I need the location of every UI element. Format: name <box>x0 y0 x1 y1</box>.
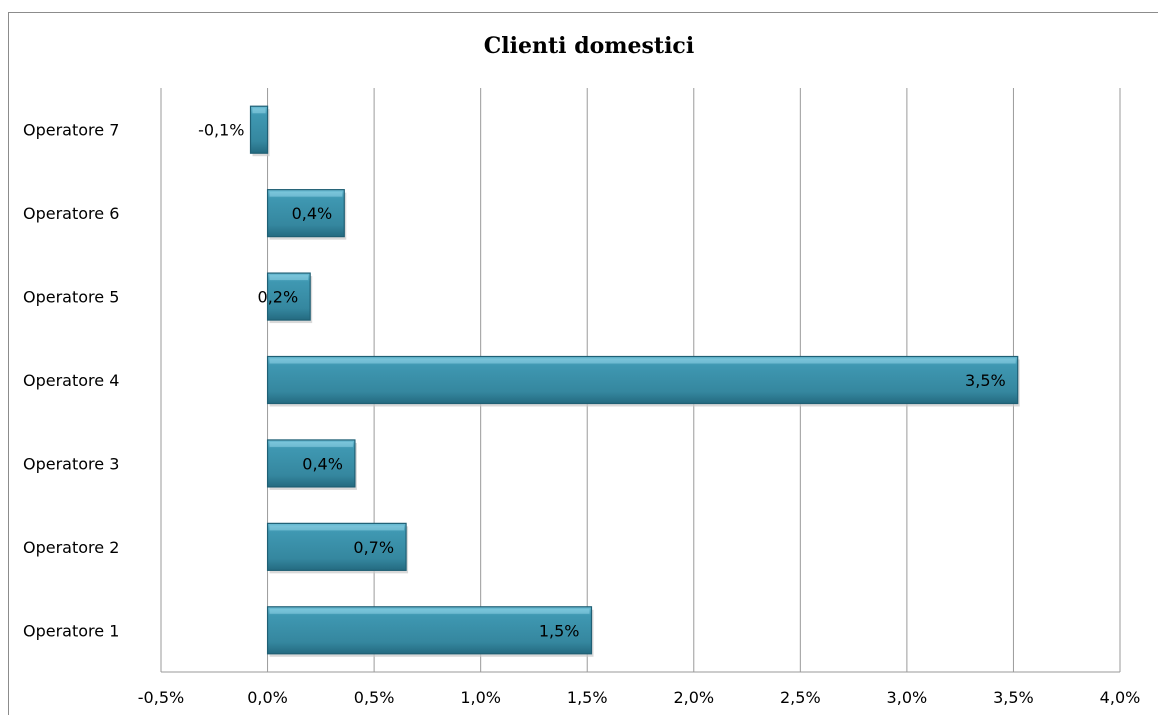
bar-highlight <box>269 525 405 531</box>
category-label: Operatore 2 <box>23 538 119 557</box>
bar <box>266 522 407 571</box>
bar-highlight <box>269 608 590 614</box>
bar-highlight <box>269 275 309 281</box>
bar-highlight <box>269 191 343 197</box>
category-label: Operatore 7 <box>23 121 119 140</box>
data-label: 0,7% <box>353 538 394 557</box>
x-tick-label: 2,5% <box>780 688 821 707</box>
data-label: 3,5% <box>965 371 1006 390</box>
data-label: 0,4% <box>302 454 343 473</box>
bar-highlight <box>252 108 266 114</box>
bar-highlight <box>269 441 353 447</box>
data-label: -0,1% <box>198 121 244 140</box>
bar <box>266 189 345 238</box>
x-tick-label: 3,0% <box>887 688 928 707</box>
bar <box>249 105 269 154</box>
x-tick-label: 1,0% <box>460 688 501 707</box>
x-tick-label: 0,0% <box>247 688 288 707</box>
data-label: 0,4% <box>292 204 333 223</box>
bar-highlight <box>269 358 1016 364</box>
x-tick-label: 4,0% <box>1100 688 1141 707</box>
category-label: Operatore 6 <box>23 204 119 223</box>
x-tick-label: 1,5% <box>567 688 608 707</box>
category-label: Operatore 3 <box>23 454 119 473</box>
category-label: Operatore 1 <box>23 621 119 640</box>
bar <box>266 272 311 321</box>
x-tick-label: 3,5% <box>993 688 1034 707</box>
chart-title: Clienti domestici <box>483 33 695 59</box>
bar <box>266 606 593 655</box>
category-label: Operatore 5 <box>23 288 119 307</box>
data-label: 0,2% <box>258 288 299 307</box>
data-label: 1,5% <box>539 621 580 640</box>
x-tick-label: 2,0% <box>673 688 714 707</box>
category-label: Operatore 4 <box>23 371 119 390</box>
bar <box>266 355 1019 405</box>
bar <box>266 439 356 488</box>
x-tick-label: 0,5% <box>354 688 395 707</box>
x-tick-label: -0,5% <box>138 688 184 707</box>
